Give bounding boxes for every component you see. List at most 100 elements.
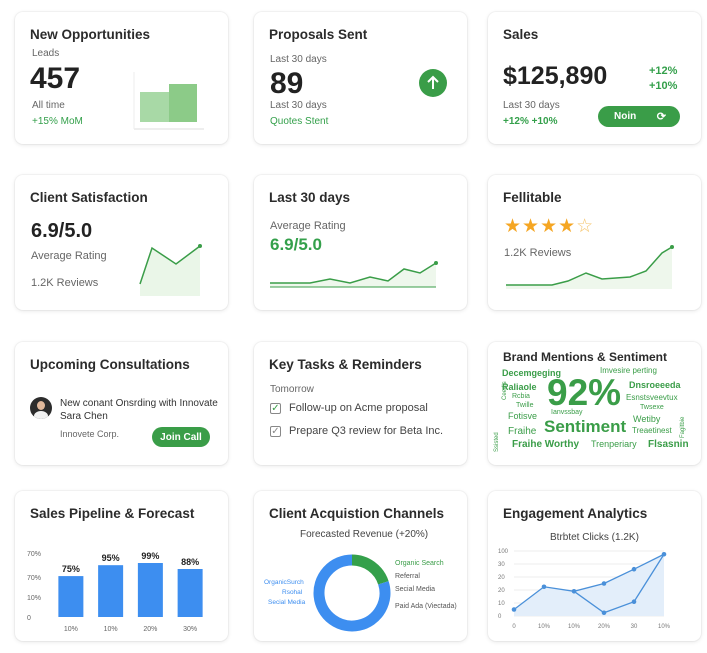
bar-data-label: 75% (62, 564, 80, 574)
bar (177, 569, 203, 617)
y-tick-label: 100 (498, 549, 509, 555)
client-satisfaction-card[interactable]: Client Satisfaction 6.9/5.0 Average Rati… (15, 175, 228, 310)
sales-change: +10% (649, 80, 678, 92)
bar (58, 576, 84, 617)
x-tick-label: 30 (631, 624, 638, 630)
word-cloud-term: Fraihe Worthy (512, 439, 580, 450)
change-label: +15% MoM (32, 116, 83, 127)
leads-value: 457 (30, 62, 81, 95)
word-cloud-term: Fraihe (508, 426, 537, 437)
refresh-icon: ⟳ (656, 111, 666, 123)
bar-data-label: 99% (141, 551, 159, 561)
due-label: Tomorrow (270, 384, 314, 395)
rating-value: 6.9/5.0 (270, 235, 322, 254)
donut-label-right: Referral (395, 573, 420, 580)
opportunities-mini-chart (133, 72, 204, 130)
chart-subtitle: Btrbtet Clicks (1.2K) (550, 532, 639, 543)
satisfaction-sparkline (139, 244, 202, 296)
trend-point (434, 261, 438, 265)
key-tasks-card[interactable]: Key Tasks & Reminders Tomorrow ✓ Follow-… (254, 342, 467, 465)
x-tick-label: 10% (538, 624, 551, 630)
rating-card[interactable]: Fellitable ★★★★☆ 1.2K Reviews (488, 175, 701, 310)
x-tick-label: 20% (598, 624, 611, 630)
word-cloud-term: Ssisted (494, 432, 500, 452)
card-title: Engagement Analytics (503, 506, 648, 521)
proposals-sent-card[interactable]: Proposals Sent Last 30 days 89 Last 30 d… (254, 12, 467, 144)
card-title: New Opportunities (30, 27, 151, 42)
word-cloud-term: Dnsroeeeda (629, 380, 681, 390)
upcoming-consultations-card[interactable]: Upcoming Consultations New conant Onsrdi… (15, 342, 228, 465)
reviews-label: 1.2K Reviews (31, 277, 99, 289)
bar-data-label: 88% (181, 557, 199, 567)
x-tick-label: 20% (143, 626, 157, 633)
rating-sparkline (506, 245, 674, 289)
sales-card[interactable]: Sales $125,890 +12% +10% Last 30 days +1… (488, 12, 701, 144)
series-line (573, 553, 665, 614)
bar-data-label: 95% (102, 553, 120, 563)
card-title: Client Acquistion Channels (269, 506, 445, 521)
filled-stars: ★★★★ (504, 216, 577, 237)
sales-value: $125,890 (503, 62, 608, 90)
avatar-body (34, 411, 48, 419)
word-cloud-term: Raliaole (502, 382, 537, 392)
y-tick-label: 70% (27, 575, 41, 582)
new-opportunities-card[interactable]: New Opportunities Leads 457 All time +15… (15, 12, 228, 144)
bar (98, 565, 124, 617)
proposals-value: 89 (270, 67, 304, 100)
card-title: Last 30 days (269, 190, 351, 205)
pipeline-bar-chart: 0 10% 70% 70% 75% 10% 95% 10% 99% 20% 88% 30% (27, 551, 203, 633)
donut-label-right: Organic Search (395, 560, 444, 567)
sales-change: +12% (649, 65, 678, 77)
acquisition-donut-chart (313, 554, 391, 632)
word-cloud-term: Trenperiary (591, 439, 637, 449)
word-cloud-term: Ianvssbay (551, 409, 583, 416)
sparkline-point (198, 244, 202, 248)
word-cloud-term: Fagitbie (680, 416, 686, 438)
trend-line (270, 262, 437, 284)
x-tick-label: 10% (658, 624, 671, 630)
word-cloud-term: Flsasnin (648, 439, 689, 450)
card-title: Sales Pipeline & Forecast (30, 506, 195, 521)
button-label: Noin (614, 111, 637, 122)
y-tick-label: 0 (27, 615, 31, 622)
avatar (30, 397, 52, 419)
period-label: Last 30 days (270, 54, 327, 65)
mini-bar (169, 84, 197, 122)
task-label: Prepare Q3 review for Beta Inc. (289, 425, 444, 437)
engagement-analytics-card[interactable]: Engagement Analytics Btrbtet Clicks (1.2… (488, 491, 701, 641)
avatar-face (37, 401, 45, 410)
card-title: Brand Mentions & Sentiment (503, 350, 668, 364)
x-tick-label: 10% (104, 626, 118, 633)
up-arrow-icon[interactable] (419, 69, 447, 97)
donut-slice (313, 554, 391, 632)
sales-pipeline-card[interactable]: Sales Pipeline & Forecast 0 10% 70% 70% 75% 1… (15, 491, 228, 641)
word-cloud-term: Twsexe (640, 404, 664, 411)
consultation-company: Innovete Corp. (60, 429, 120, 439)
donut-slice (351, 554, 389, 585)
data-point (541, 584, 547, 590)
rating-label: Average Rating (270, 220, 346, 232)
brand-mentions-card[interactable]: Brand Mentions & Sentiment Decemgeging I… (488, 342, 701, 465)
donut-label-left: Rsohal (282, 589, 303, 596)
mini-bar (140, 92, 169, 122)
word-cloud-term: Twille (516, 402, 534, 409)
series-line (513, 553, 665, 611)
sentiment-label: Sentiment (544, 417, 627, 436)
sparkline-line (506, 246, 673, 286)
last-30-days-card[interactable]: Last 30 days Average Rating 6.9/5.0 (254, 175, 467, 310)
x-tick-label: 0 (512, 624, 516, 630)
task-checkbox[interactable]: ✓ (270, 426, 281, 437)
sparkline-area (140, 246, 200, 296)
data-point (631, 566, 637, 572)
y-tick-label: 10% (27, 595, 41, 602)
card-title: Client Satisfaction (30, 190, 148, 205)
client-acquisition-card[interactable]: Client Acquistion Channels Forecasted Re… (254, 491, 467, 641)
x-tick-label: 30% (183, 626, 197, 633)
half-star-icon: ☆ (576, 216, 595, 237)
data-point (601, 610, 607, 616)
task-checkbox[interactable]: ✓ (270, 403, 281, 414)
join-call-button[interactable]: Join Call (152, 427, 210, 447)
card-title: Proposals Sent (269, 27, 368, 42)
card-title: Upcoming Consultations (30, 357, 190, 372)
noin-button[interactable]: Noin ⟳ (598, 106, 680, 127)
